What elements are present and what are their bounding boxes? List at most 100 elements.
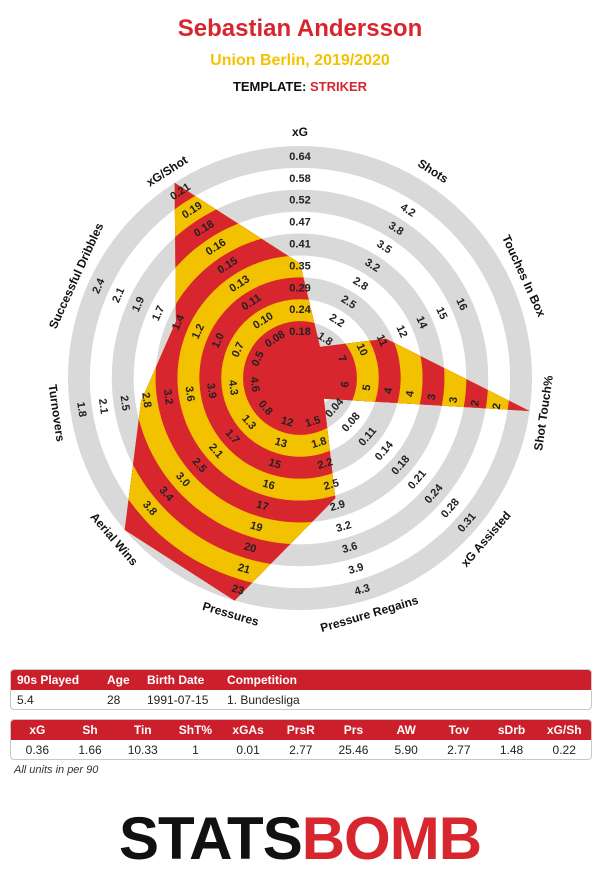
tick-label: 15 (267, 457, 282, 472)
tick-label: 16 (261, 478, 276, 493)
table-row: 0.36 1.66 10.33 1 0.01 2.77 25.46 5.90 2… (11, 740, 591, 759)
stats-value-prsr: 2.77 (289, 742, 313, 757)
stats-header-xgas: xGAs (232, 723, 264, 737)
tick-label: 14 (413, 314, 429, 331)
tick-label: 23 (230, 583, 245, 598)
logo-part-bomb: BOMB (301, 805, 482, 872)
tick-label: 1.8 (74, 401, 88, 418)
template-label: TEMPLATE: (232, 79, 307, 94)
stats-header-xg: xG (29, 723, 46, 737)
info-value-birth-date: 1991-07-15 (147, 692, 209, 707)
tick-label: 12 (280, 415, 295, 430)
tick-label: 3 (426, 393, 439, 401)
tick-label: 2.5 (322, 477, 340, 493)
tick-label: 6 (339, 381, 352, 389)
tick-label: 15 (433, 305, 449, 321)
tick-label: 2.1 (96, 398, 110, 415)
tick-label: 3.6 (341, 540, 359, 556)
tick-label: 16 (453, 296, 469, 312)
radar-chart: 0.180.240.290.350.410.470.520.580.64xG1.… (45, 125, 556, 635)
tick-label: 3.2 (335, 519, 353, 535)
tick-label: 7 (335, 354, 348, 365)
player-name: Sebastian Andersson (177, 15, 423, 42)
tick-label: 1.9 (130, 295, 147, 314)
footnote: All units in per 90 (14, 764, 99, 776)
info-header-90s: 90s Played (17, 673, 80, 687)
info-header-birth-date: Birth Date (147, 673, 205, 687)
info-header-age: Age (107, 673, 130, 687)
info-table-header: 90s Played Age Birth Date Competition (11, 670, 591, 690)
tick-label: 0.18 (289, 326, 310, 338)
tick-label: 12 (394, 324, 410, 340)
tick-label: 0.58 (289, 173, 310, 185)
tick-label: 2.5 (117, 395, 131, 412)
tick-label: 4 (382, 386, 395, 395)
tick-label: 3.6 (182, 385, 196, 402)
axis-label: xG (292, 125, 308, 139)
stats-value-aw: 5.90 (394, 742, 418, 757)
tick-label: 0.7 (230, 340, 247, 359)
stats-value-prs: 25.46 (338, 742, 369, 757)
tick-label: 11 (374, 333, 390, 349)
tick-label: 0.64 (289, 151, 311, 163)
tick-label: 0.5 (250, 349, 267, 368)
stats-header-prs: Prs (343, 723, 364, 737)
tick-label: 0.47 (289, 217, 310, 229)
tick-label: 3 (447, 396, 460, 404)
tick-label: 0.52 (289, 195, 310, 207)
stats-value-sh: 1.66 (78, 742, 102, 757)
stats-table: xG Sh Tin ShT% xGAs PrsR Prs AW Tov sDrb… (10, 719, 592, 760)
tick-label: 1.0 (210, 331, 227, 350)
template-line: TEMPLATE: STRIKER (0, 76, 600, 98)
stats-value-xgas: 0.01 (236, 742, 260, 757)
tick-label: 4.3 (226, 379, 240, 396)
tick-label: 13 (273, 436, 288, 451)
tick-label: 10 (354, 342, 370, 358)
tick-label: 0.24 (289, 304, 311, 316)
tick-label: 21 (236, 562, 251, 577)
tick-label: 0.29 (289, 282, 310, 294)
axis-label: Shot Touch% (531, 374, 556, 451)
info-value-competition: 1. Bundesliga (227, 692, 300, 707)
stats-header-tin: Tin (133, 723, 152, 737)
info-value-age: 28 (107, 692, 121, 707)
axis-label: Turnovers (45, 383, 67, 443)
stats-value-tin: 10.33 (127, 742, 158, 757)
tick-label: 1.7 (150, 304, 167, 323)
tick-label: 2.8 (139, 392, 153, 409)
tick-label: 20 (243, 541, 258, 556)
statsbomb-logo: STATSBOMB (0, 808, 600, 870)
tick-label: 4 (404, 389, 417, 398)
tick-label: 5 (361, 384, 374, 392)
center-dot (280, 358, 320, 398)
tick-label: 2.9 (329, 498, 347, 514)
tick-label: 4.3 (353, 582, 371, 598)
tick-label: 17 (255, 499, 270, 514)
stats-value-sdrb: 1.48 (499, 742, 524, 757)
stats-value-sht: 1 (192, 742, 199, 757)
tick-label: 4.6 (247, 376, 261, 393)
tick-label: 3.9 (347, 561, 365, 577)
tick-label: 2 (469, 399, 482, 407)
stats-table-header: xG Sh Tin ShT% xGAs PrsR Prs AW Tov sDrb… (11, 720, 591, 740)
stats-header-xgsh: xG/Sh (546, 723, 582, 737)
header: Sebastian Andersson Union Berlin, 2019/2… (0, 12, 600, 98)
tick-label: 1.5 (304, 414, 322, 430)
table-row: 5.4 28 1991-07-15 1. Bundesliga (11, 690, 591, 709)
stats-header-aw: AW (396, 723, 416, 737)
logo-part-stats: STATS (118, 805, 303, 872)
stats-header-sht: ShT% (178, 723, 213, 737)
tick-label: 1.2 (190, 322, 207, 341)
tick-label: 0.41 (289, 239, 310, 251)
tick-label: 3.2 (161, 389, 175, 406)
template-value: STRIKER (309, 79, 368, 94)
team-season: Union Berlin, 2019/2020 (210, 52, 390, 69)
tick-label: 2 (491, 402, 504, 410)
tick-label: 3.9 (204, 382, 218, 399)
info-value-90s: 5.4 (17, 692, 34, 707)
tick-label: 19 (249, 520, 264, 535)
stats-header-sdrb: sDrb (497, 723, 526, 737)
tick-label: 2.1 (110, 286, 127, 305)
info-table: 90s Played Age Birth Date Competition 5.… (10, 669, 592, 710)
tick-label: 0.35 (289, 260, 310, 272)
